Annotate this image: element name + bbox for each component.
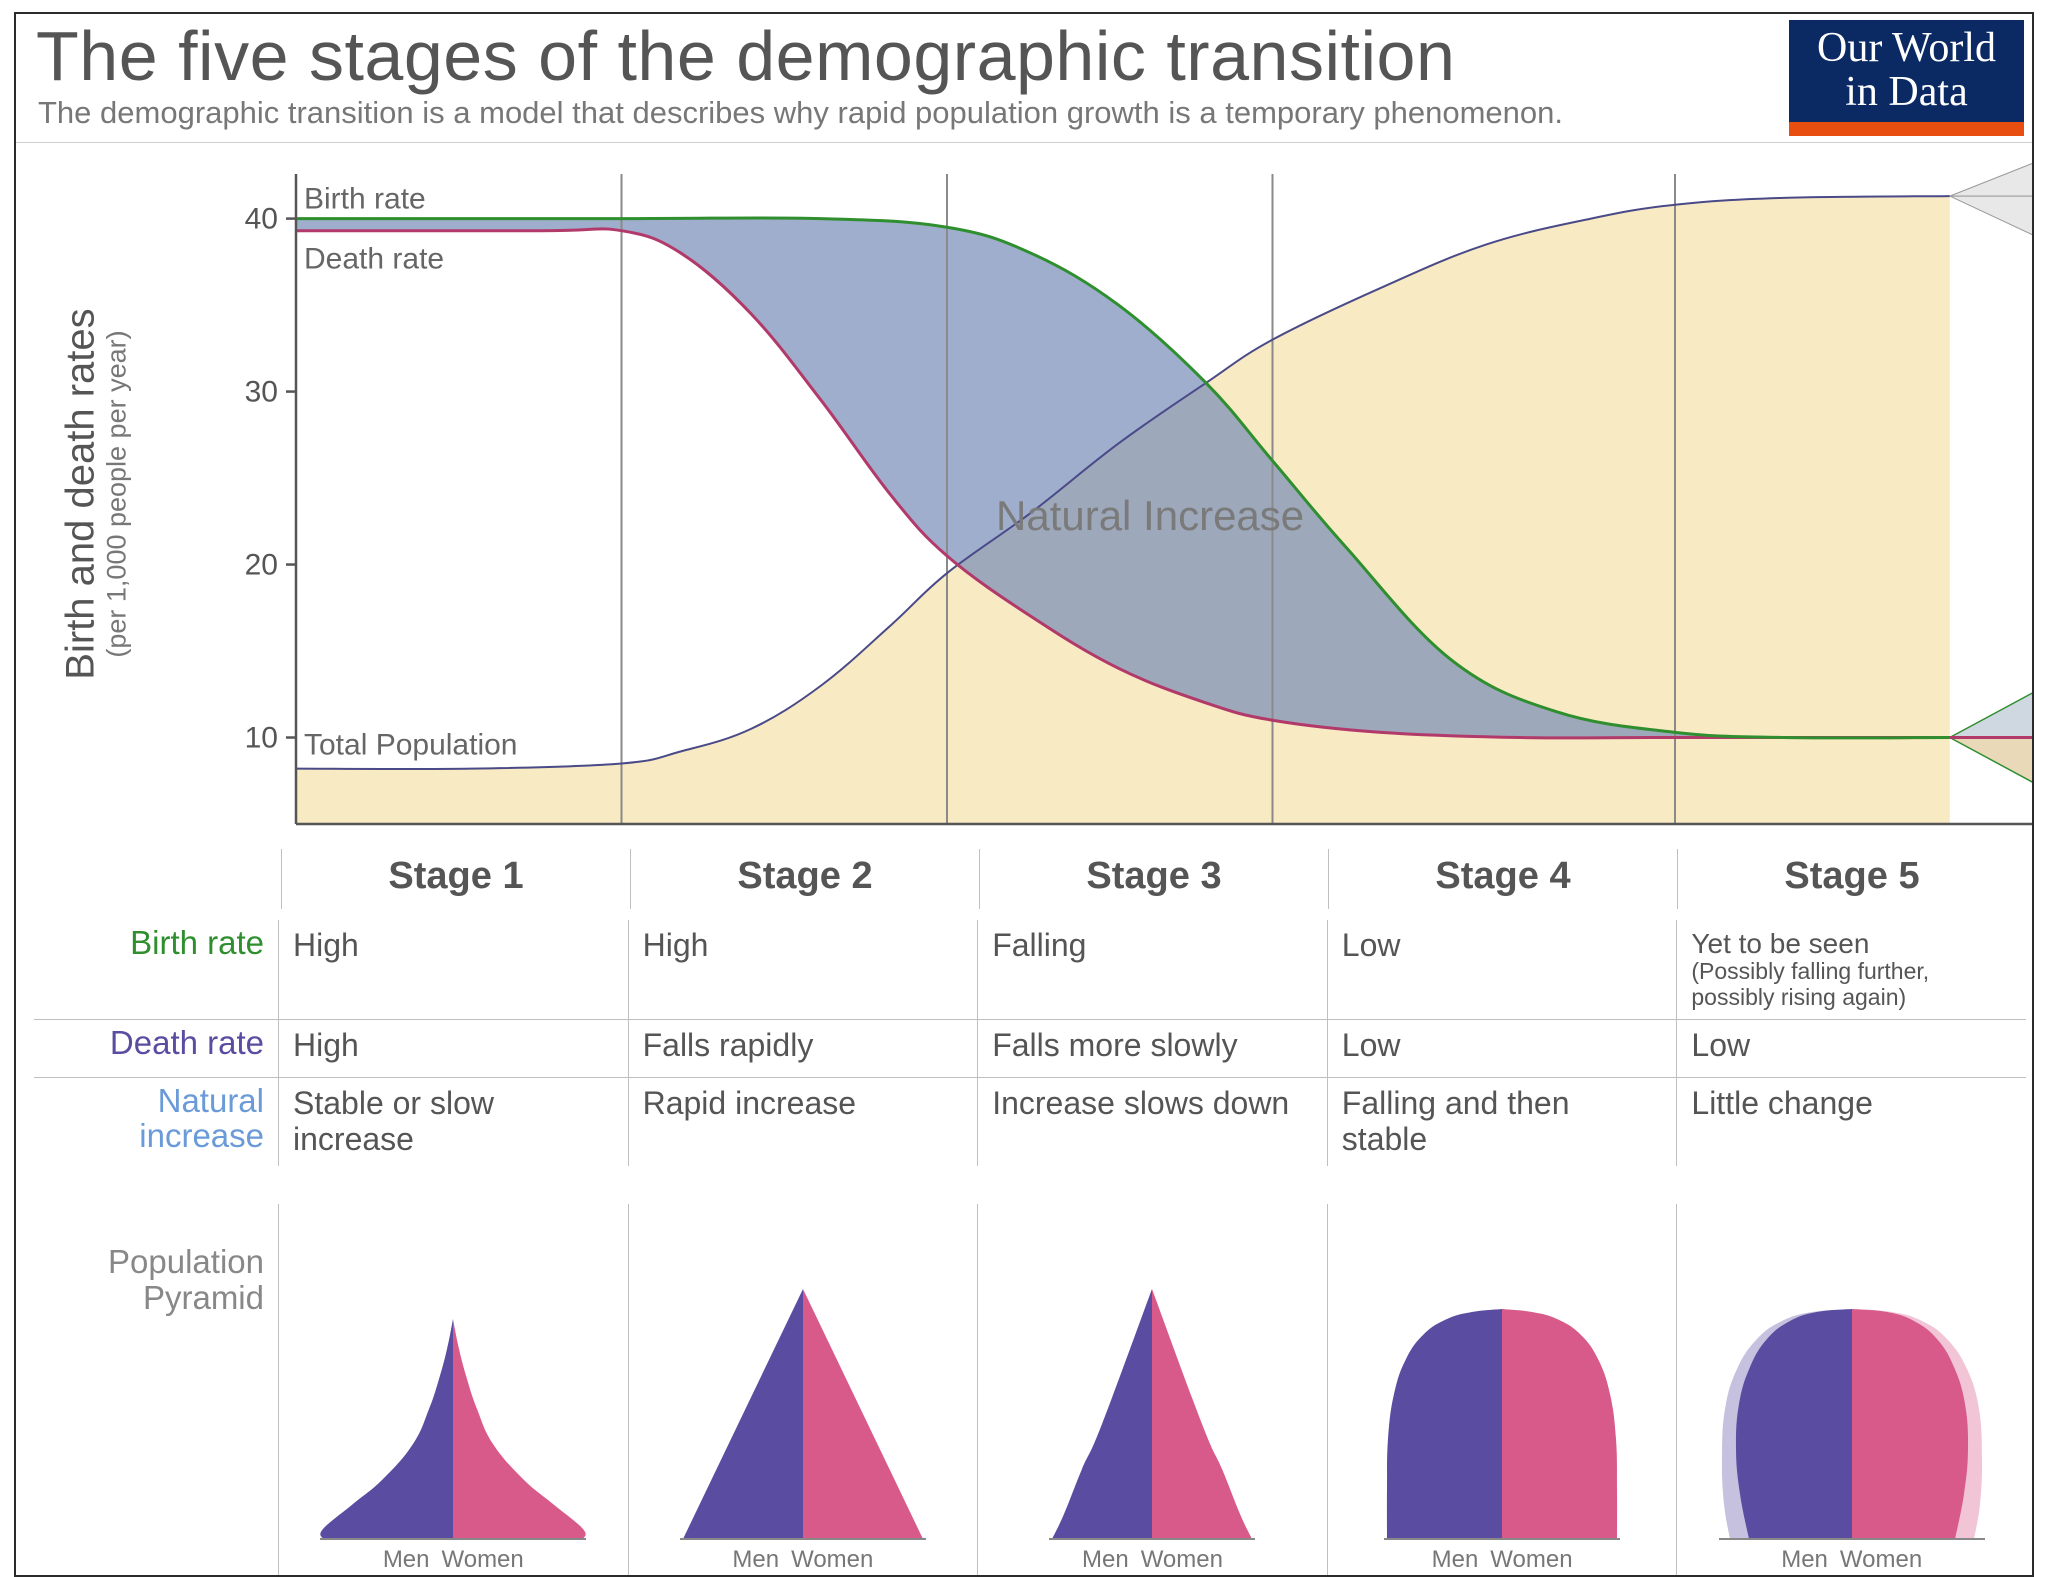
women-label: Women [1488, 1546, 1572, 1574]
cell-dr-4: Low [1327, 1019, 1677, 1077]
stage-4-header: Stage 4 [1328, 849, 1677, 909]
summary-table: Birth rate High High Falling Low Yet to … [34, 920, 2026, 1166]
cell-br-3: Falling [977, 920, 1327, 1019]
men-label: Men [732, 1546, 781, 1574]
logo-accent-bar [1789, 122, 2024, 136]
cell-br-5: Yet to be seen(Possibly falling further,… [1676, 920, 2026, 1019]
owid-logo: Our World in Data [1789, 20, 2024, 132]
men-label: Men [1432, 1546, 1481, 1574]
row-label-population-pyramid: PopulationPyramid [34, 1204, 278, 1577]
cell-br-4: Low [1327, 920, 1677, 1019]
svg-text:Birth rate: Birth rate [304, 183, 426, 216]
row-label-birth-rate: Birth rate [34, 920, 278, 1019]
logo-line1: Our World [1817, 25, 1996, 71]
cell-dr-1: High [278, 1019, 628, 1077]
pyramid-stage-1: Men Women [278, 1204, 628, 1577]
women-label: Women [440, 1546, 524, 1574]
cell-ni-3: Increase slows down [977, 1077, 1327, 1166]
logo-line2: in Data [1845, 69, 1967, 115]
cell-dr-2: Falls rapidly [628, 1019, 978, 1077]
svg-text:30: 30 [245, 376, 278, 409]
svg-text:Total Population: Total Population [304, 729, 518, 762]
pyramid-stage-2: Men Women [628, 1204, 978, 1577]
stage-1-header: Stage 1 [281, 849, 630, 909]
svg-text:20: 20 [245, 549, 278, 582]
svg-text:40: 40 [245, 203, 278, 236]
row-label-death-rate: Death rate [34, 1019, 278, 1077]
pyramid-stage-4: MenWomen [1327, 1204, 1677, 1577]
cell-br-1: High [278, 920, 628, 1019]
women-label: Women [1139, 1546, 1223, 1574]
stage-header-row: Stage 1 Stage 2 Stage 3 Stage 4 Stage 5 [281, 849, 2026, 909]
cell-ni-2: Rapid increase [628, 1077, 978, 1166]
main-chart: Birth and death rates (per 1,000 people … [36, 154, 2032, 834]
pyramid-stage-5: Men Women [1676, 1204, 2026, 1577]
row-label-natural-increase: Naturalincrease [34, 1077, 278, 1166]
svg-text:10: 10 [245, 722, 278, 755]
cell-dr-3: Falls more slowly [977, 1019, 1327, 1077]
y-axis-main-label: Birth and death rates [60, 234, 102, 754]
svg-text:Natural Increase: Natural Increase [996, 492, 1304, 539]
stage-2-header: Stage 2 [630, 849, 979, 909]
cell-br-2: High [628, 920, 978, 1019]
population-pyramid-row: PopulationPyramid MenWomen MenWomen MenW… [34, 1204, 2026, 1577]
y-axis-label: Birth and death rates (per 1,000 people … [36, 154, 120, 834]
men-label: Men [383, 1546, 432, 1574]
page-title: The five stages of the demographic trans… [36, 20, 2012, 94]
women-label: Women [789, 1546, 873, 1574]
men-label: Men [1082, 1546, 1131, 1574]
cell-ni-4: Falling and then stable [1327, 1077, 1677, 1166]
page-subtitle: The demographic transition is a model th… [38, 96, 2012, 130]
svg-text:Death rate: Death rate [304, 243, 444, 276]
header: The five stages of the demographic trans… [16, 14, 2032, 143]
y-axis-sub-label: (per 1,000 people per year) [102, 234, 133, 754]
stage-3-header: Stage 3 [979, 849, 1328, 909]
chart-svg: ????10203040Birth rateDeath rateTotal Po… [156, 154, 2034, 834]
cell-ni-5: Little change [1676, 1077, 2026, 1166]
pyramid-stage-3: Men Women [977, 1204, 1327, 1577]
cell-dr-5: Low [1676, 1019, 2026, 1077]
women-label: Women [1838, 1546, 1922, 1574]
cell-ni-1: Stable or slow increase [278, 1077, 628, 1166]
men-label: Men [1781, 1546, 1830, 1574]
stage-5-header: Stage 5 [1677, 849, 2026, 909]
